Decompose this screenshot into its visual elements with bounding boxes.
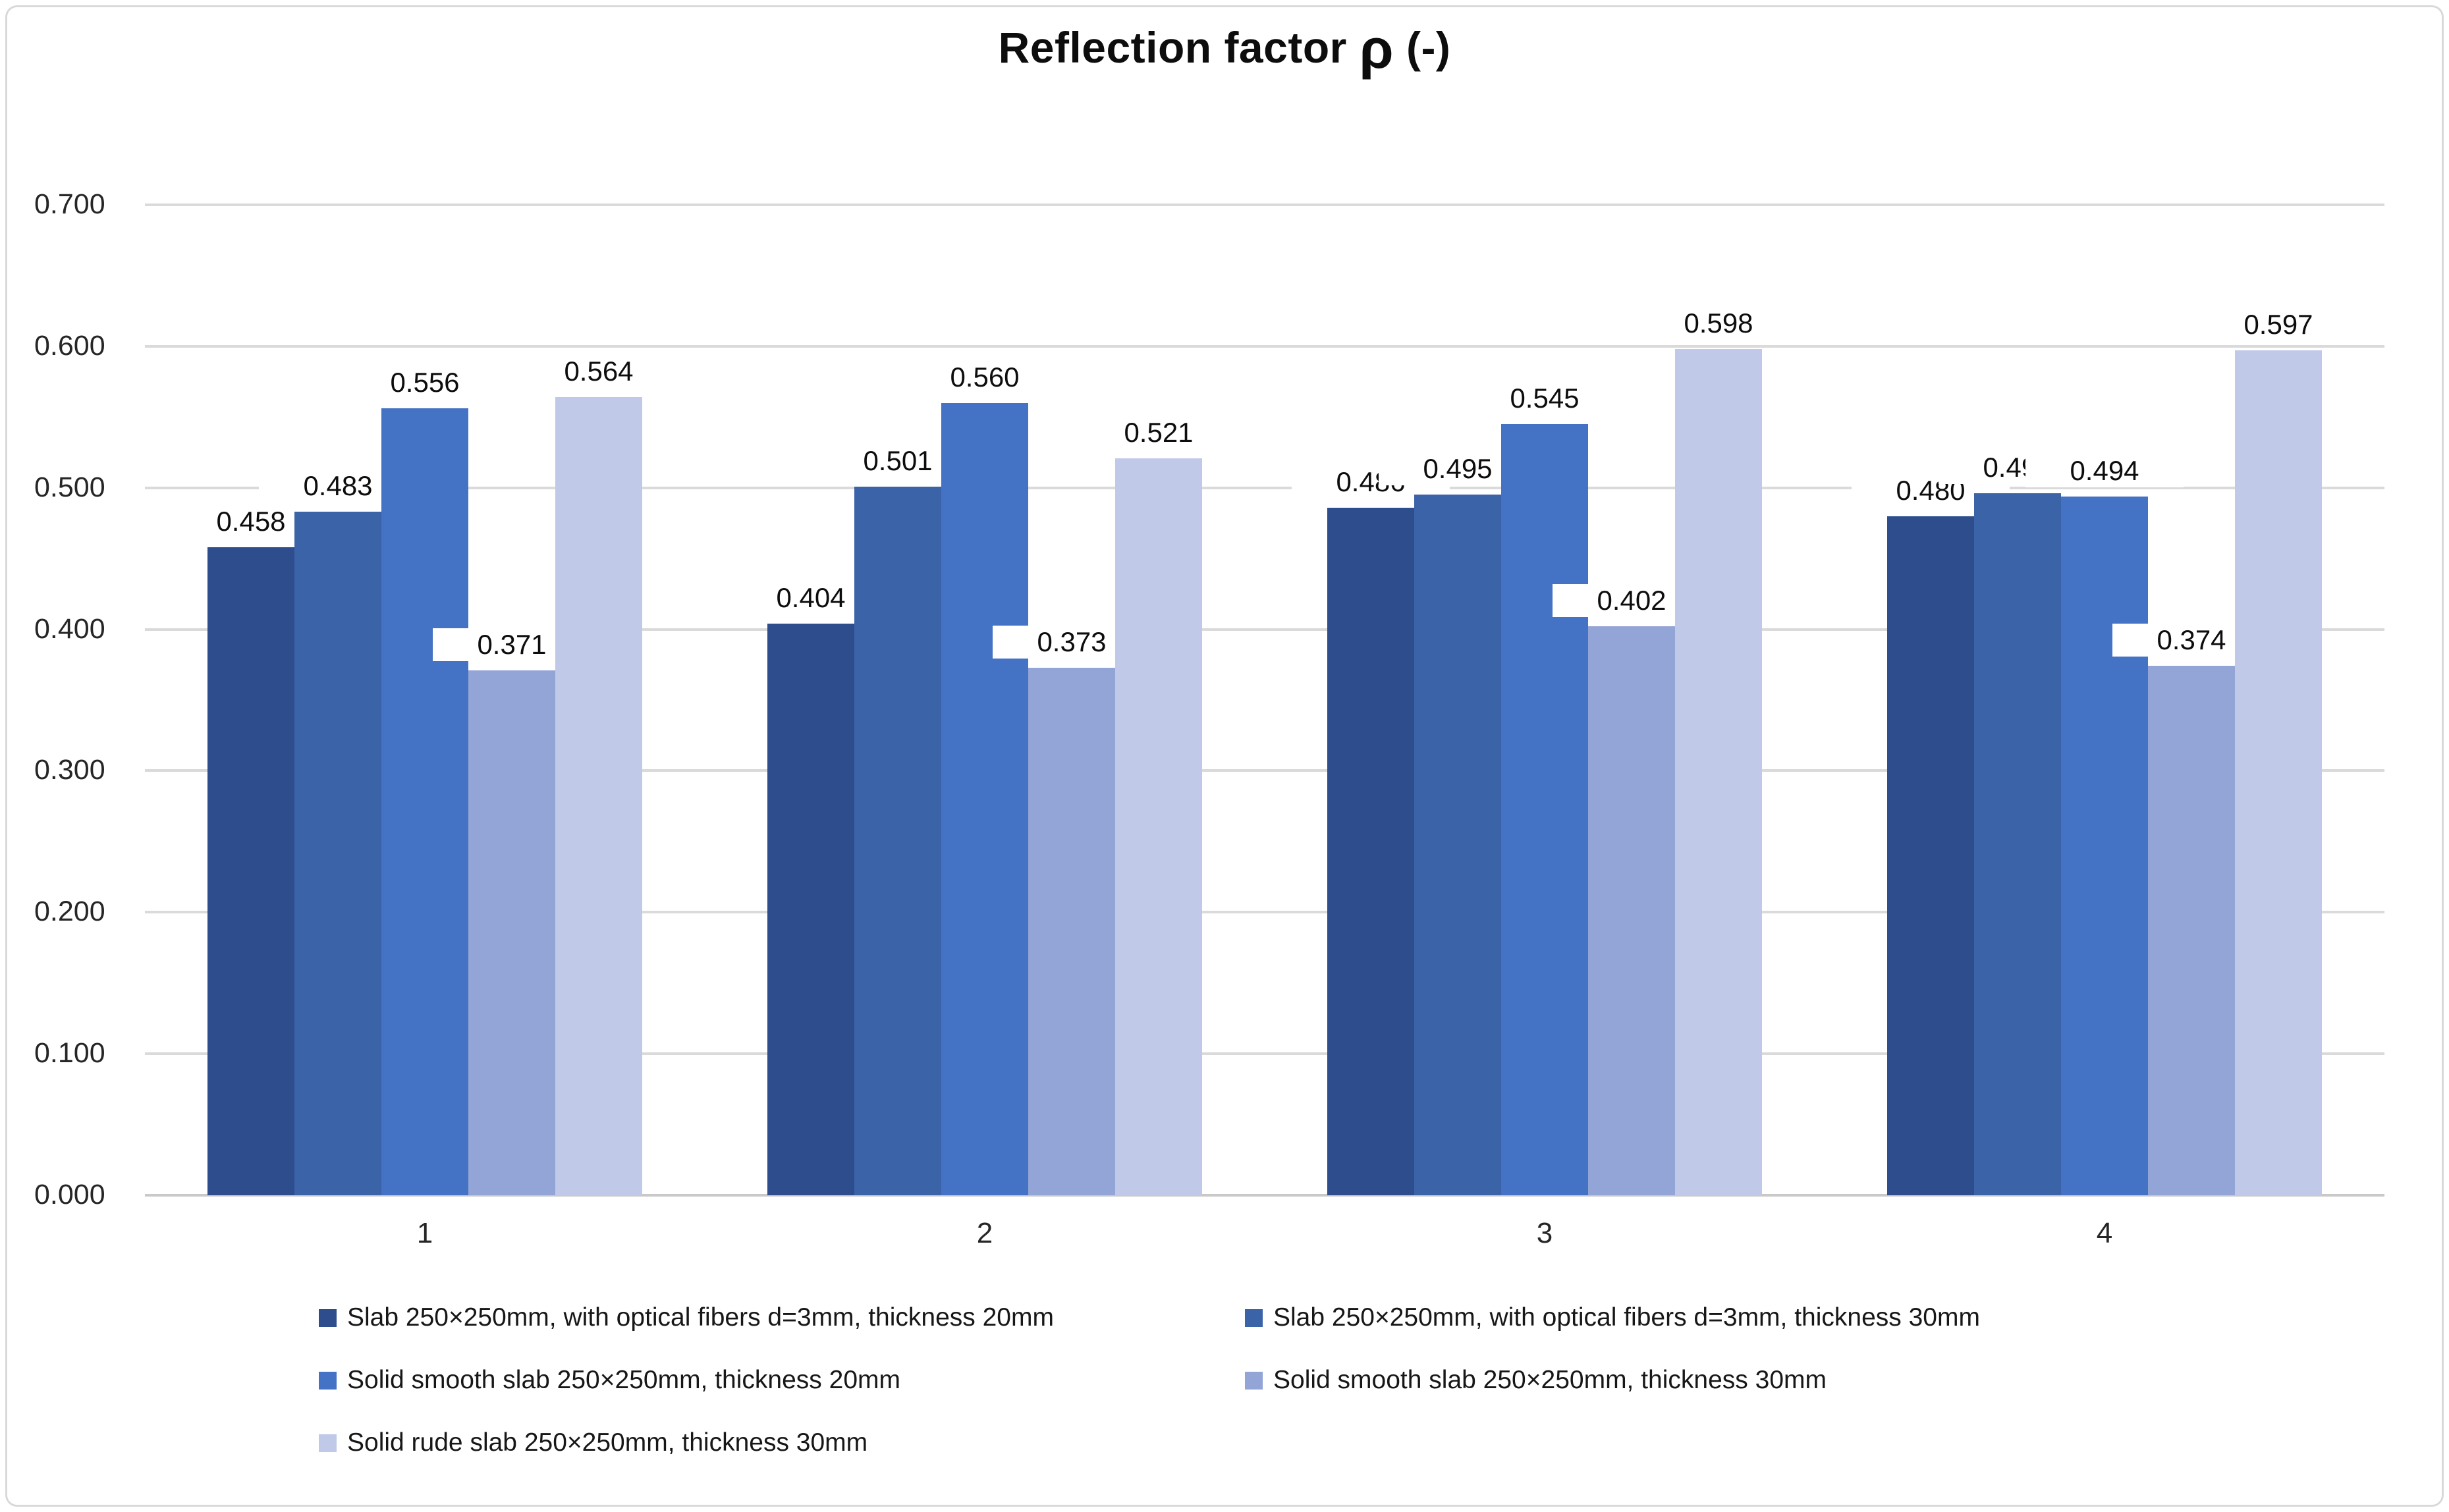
legend-label: Slab 250×250mm, with optical fibers d=3m…: [1273, 1303, 1980, 1332]
legend-item: Solid smooth slab 250×250mm, thickness 2…: [319, 1365, 900, 1395]
gridline: [145, 769, 2384, 772]
legend-item: Slab 250×250mm, with optical fibers d=3m…: [319, 1303, 1054, 1333]
legend-item: Solid rude slab 250×250mm, thickness 30m…: [319, 1428, 867, 1458]
legend-swatch: [319, 1434, 337, 1452]
bar: [941, 402, 1028, 1195]
bar: [381, 408, 468, 1195]
x-axis-category-label: 1: [416, 1217, 433, 1249]
bar-value-label: 0.556: [346, 366, 504, 400]
bar-value-label: 0.494: [2025, 454, 2184, 487]
y-axis-tick-label: 0.300: [34, 754, 105, 786]
y-axis-tick-label: 0.600: [34, 329, 105, 362]
x-axis-category-label: 3: [1536, 1217, 1553, 1249]
legend-label: Solid smooth slab 250×250mm, thickness 3…: [1273, 1366, 1827, 1394]
bar: [555, 397, 642, 1195]
bar: [1414, 495, 1501, 1195]
bar: [1327, 507, 1414, 1195]
y-axis-tick-label: 0.500: [34, 471, 105, 503]
bar: [207, 547, 294, 1195]
bar: [1887, 516, 1974, 1195]
y-axis-tick-label: 0.000: [34, 1179, 105, 1210]
x-axis-line: [145, 1194, 2384, 1197]
gridline: [145, 628, 2384, 631]
legend-label: Solid smooth slab 250×250mm, thickness 2…: [347, 1366, 900, 1394]
legend-label: Slab 250×250mm, with optical fibers d=3m…: [347, 1303, 1054, 1332]
bar-value-label: 0.521: [1080, 416, 1238, 449]
bar: [1588, 626, 1675, 1195]
bar: [854, 486, 941, 1195]
bar: [1501, 424, 1588, 1195]
bar: [294, 512, 381, 1195]
bar: [2061, 496, 2148, 1195]
legend-swatch: [319, 1371, 337, 1390]
chart-title-prefix: Reflection factor: [998, 23, 1360, 72]
bar-value-label: 0.545: [1466, 382, 1624, 416]
gridline: [145, 911, 2384, 914]
bar: [468, 670, 555, 1195]
bar: [2148, 666, 2235, 1195]
gridline: [145, 1052, 2384, 1056]
bar: [1675, 349, 1762, 1195]
legend-item: Slab 250×250mm, with optical fibers d=3m…: [1245, 1303, 1980, 1333]
chart-title-rho: ρ: [1359, 18, 1394, 80]
bar-value-label: 0.560: [906, 360, 1064, 394]
legend-swatch: [319, 1309, 337, 1327]
gridline: [145, 203, 2384, 206]
bar-value-label: 0.564: [520, 355, 678, 389]
gridline: [145, 486, 2384, 489]
x-axis-category-label: 4: [2096, 1217, 2113, 1249]
legend-label: Solid rude slab 250×250mm, thickness 30m…: [347, 1428, 868, 1457]
bar-value-label: 0.597: [2199, 308, 2357, 342]
bar: [2235, 350, 2322, 1195]
bar: [1115, 458, 1202, 1195]
y-axis-tick-label: 0.400: [34, 612, 105, 645]
bar: [1974, 493, 2061, 1195]
legend-swatch: [1245, 1371, 1263, 1390]
y-axis-tick-label: 0.200: [34, 896, 105, 928]
y-axis-tick-label: 0.700: [34, 188, 105, 220]
bar: [1028, 667, 1115, 1195]
gridline: [145, 344, 2384, 348]
x-axis-category-label: 2: [976, 1217, 993, 1249]
chart-title: Reflection factor ρ (-): [0, 21, 2449, 76]
y-axis-tick-label: 0.100: [34, 1037, 105, 1069]
bar: [767, 623, 854, 1195]
legend-item: Solid smooth slab 250×250mm, thickness 3…: [1245, 1365, 1827, 1395]
bar-value-label: 0.598: [1639, 307, 1798, 340]
chart-title-suffix: (-): [1394, 23, 1451, 72]
legend-swatch: [1245, 1309, 1263, 1327]
